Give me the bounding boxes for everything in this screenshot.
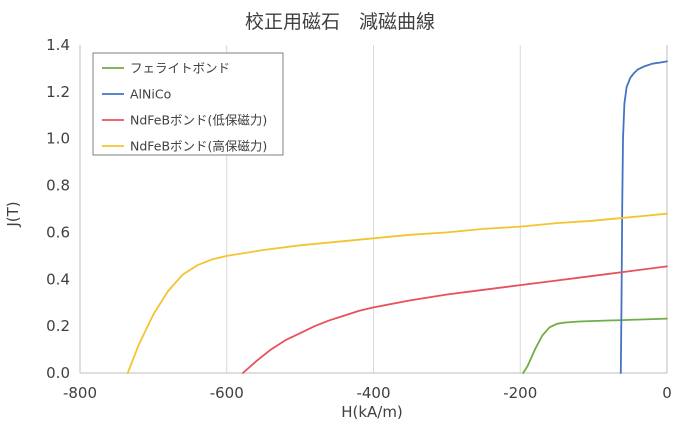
legend-label: NdFeBボンド(高保磁力) xyxy=(130,139,267,154)
x-tick-labels: -800 -600 -400 -200 0 xyxy=(63,384,672,402)
y-tick-label: 0.0 xyxy=(46,364,70,382)
x-tick-label: -200 xyxy=(503,384,537,402)
y-tick-label: 0.4 xyxy=(46,270,70,288)
x-axis-label: H(kA/m) xyxy=(341,403,403,421)
legend-label: NdFeBボンド(低保磁力) xyxy=(130,113,267,128)
chart-title: 校正用磁石 減磁曲線 xyxy=(245,11,435,33)
series-line-4 xyxy=(128,214,667,373)
y-tick-labels: 0.0 0.2 0.4 0.6 0.8 1.0 1.2 1.4 xyxy=(46,36,70,382)
legend-label: AlNiCo xyxy=(130,87,171,102)
x-tick-label: -800 xyxy=(63,384,97,402)
x-tick-label: -600 xyxy=(210,384,244,402)
legend: フェライトボンド AlNiCo NdFeBボンド(低保磁力) NdFeBボンド(高保磁… xyxy=(93,53,283,155)
y-tick-label: 1.2 xyxy=(46,83,70,101)
x-tick-label: 0 xyxy=(662,384,672,402)
legend-label: フェライトボンド xyxy=(130,61,230,76)
x-tick-label: -400 xyxy=(356,384,390,402)
y-tick-label: 1.0 xyxy=(46,130,70,148)
y-axis-label: J(T) xyxy=(4,201,22,227)
y-tick-label: 0.8 xyxy=(46,177,70,195)
y-tick-label: 1.4 xyxy=(46,36,70,54)
y-tick-label: 0.2 xyxy=(46,317,70,335)
y-tick-label: 0.6 xyxy=(46,223,70,241)
series-line-3 xyxy=(243,266,667,373)
series-line-1 xyxy=(523,319,667,373)
